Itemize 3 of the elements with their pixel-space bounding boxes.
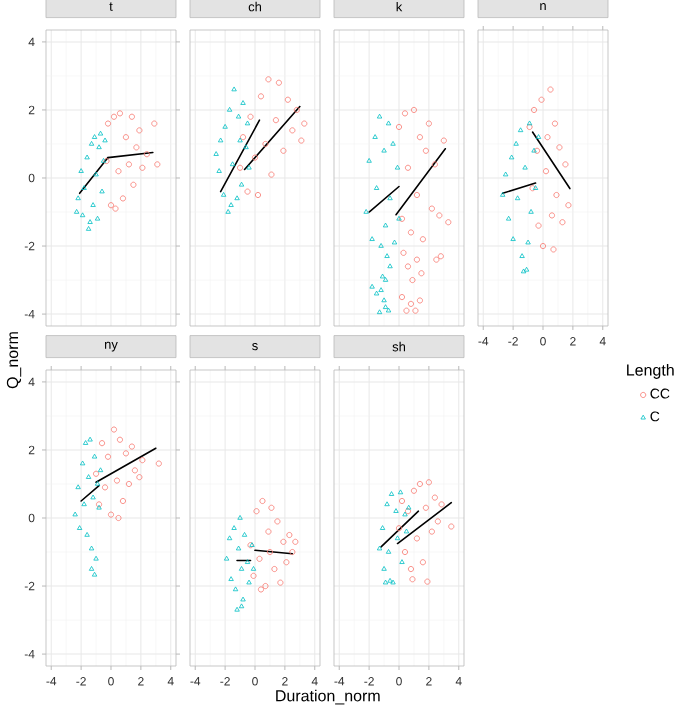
legend-title: Length (627, 363, 674, 379)
y-axis-title: Q_norm (6, 332, 22, 389)
x-axis-title: Duration_norm (276, 689, 380, 705)
